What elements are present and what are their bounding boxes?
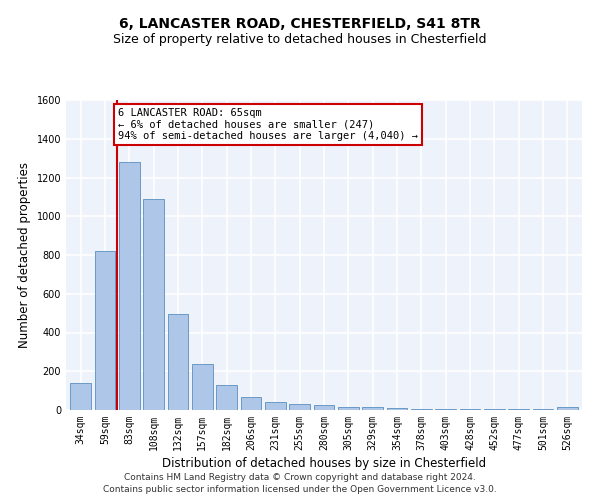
Bar (557, 407, 578, 410)
Bar (70, 383, 91, 410)
Bar (241, 398, 262, 410)
Bar (265, 402, 286, 410)
Text: Contains public sector information licensed under the Open Government Licence v3: Contains public sector information licen… (103, 485, 497, 494)
X-axis label: Distribution of detached houses by size in Chesterfield: Distribution of detached houses by size … (162, 457, 486, 470)
Bar (167, 314, 188, 410)
Bar (289, 404, 310, 410)
Bar (143, 199, 164, 410)
Text: 6, LANCASTER ROAD, CHESTERFIELD, S41 8TR: 6, LANCASTER ROAD, CHESTERFIELD, S41 8TR (119, 18, 481, 32)
Bar (95, 251, 115, 410)
Bar (362, 407, 383, 410)
Bar (119, 162, 140, 410)
Text: 6 LANCASTER ROAD: 65sqm
← 6% of detached houses are smaller (247)
94% of semi-de: 6 LANCASTER ROAD: 65sqm ← 6% of detached… (118, 108, 418, 141)
Bar (192, 364, 212, 410)
Bar (386, 408, 407, 410)
Bar (338, 407, 359, 410)
Bar (216, 385, 237, 410)
Text: Contains HM Land Registry data © Crown copyright and database right 2024.: Contains HM Land Registry data © Crown c… (124, 472, 476, 482)
Y-axis label: Number of detached properties: Number of detached properties (18, 162, 31, 348)
Text: Size of property relative to detached houses in Chesterfield: Size of property relative to detached ho… (113, 32, 487, 46)
Bar (314, 405, 334, 410)
